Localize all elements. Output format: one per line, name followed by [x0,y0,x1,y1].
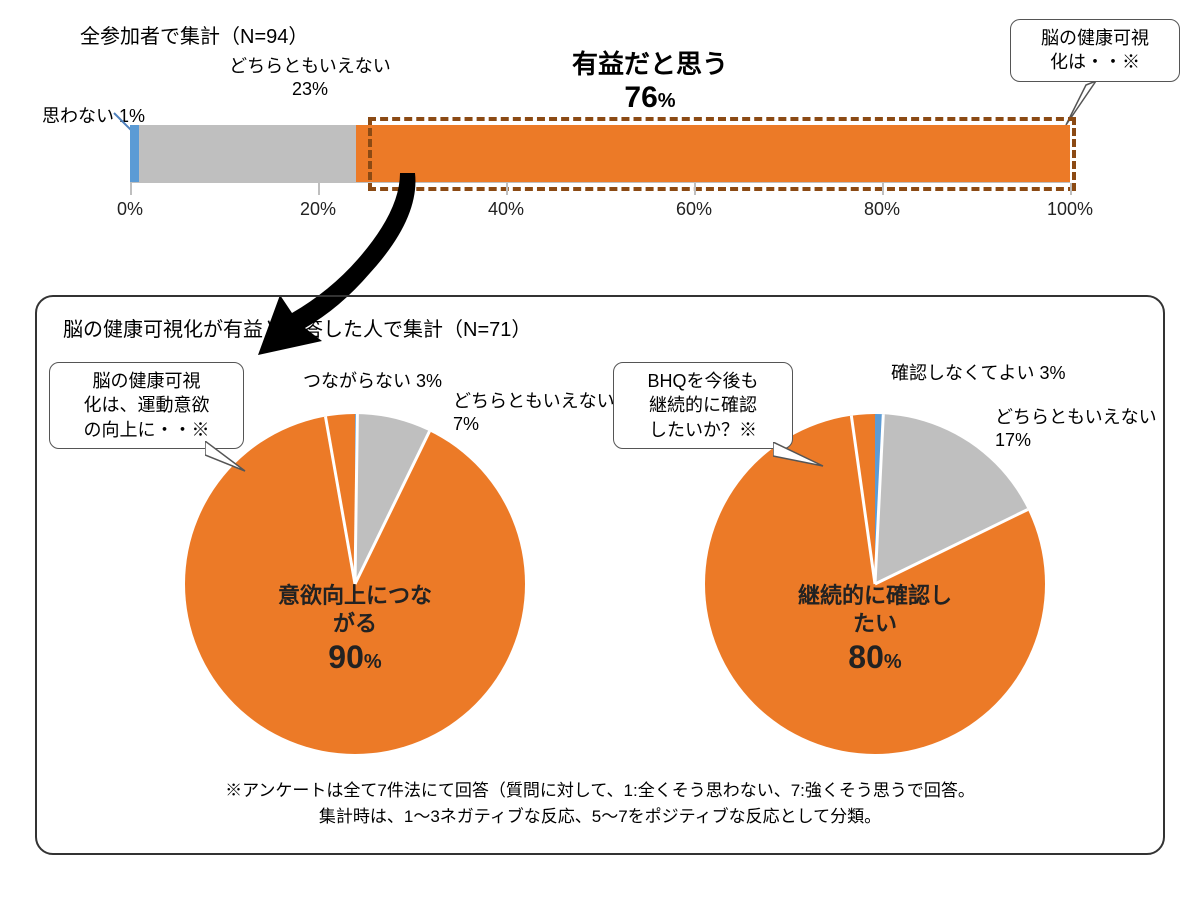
pie-motivation-label-neutral-l1: どちらともいえない [453,391,615,411]
pie-motivation-center: 意欲向上につながる 90% [270,582,440,677]
footnote: ※アンケートは全て7件法にて回答（質問に対して、1:全くそう思わない、7:強くそ… [55,778,1145,829]
tick [130,183,132,195]
pie-continue-callout-tail-icon [773,442,833,482]
pie-continue-center: 継続的に確認したい 80% [790,582,960,677]
bar-callout-line2: 化は・・※ [1050,52,1140,72]
bar-callout-line1: 脳の健康可視 [1041,28,1149,48]
pie-motivation-callout-tail-icon [205,441,255,481]
pie-motivation-callout-l3: の向上に・・※ [84,420,210,440]
pie-motivation-center-pct: % [364,651,382,673]
pie-continue-callout-l3: したいか？※ [649,420,757,440]
pie-continue-callout: BHQを今後も 継続的に確認 したいか？※ [613,362,793,449]
sub-panel: 脳の健康可視化が有益と回答した人で集計（N=71） 意欲向上につながる 90% … [35,295,1165,855]
pie-motivation-callout-l2: 化は、運動意欲 [84,395,210,415]
panel-title: 脳の健康可視化が有益と回答した人で集計（N=71） [63,313,1145,342]
pie-continue: 継続的に確認したい 80% [705,414,1045,754]
tick [506,183,508,195]
bar-seg-positive [356,125,1070,182]
bar-callout: 脳の健康可視 化は・・※ [1010,19,1180,82]
pie-motivation-center-value: 90 [328,639,364,675]
pie-continue-callout-l1: BHQを今後も [647,371,758,391]
bar-callout-tail-icon [1058,81,1098,131]
footnote-line1: ※アンケートは全て7件法にて回答（質問に対して、1:全くそう思わない、7:強くそ… [225,781,975,800]
bar-seg-negative [130,125,139,182]
pie-continue-center-value: 80 [848,639,884,675]
pie-continue-label-neutral: どちらともいえない 17% [995,406,1195,453]
tick-label: 100% [1047,199,1093,220]
bar-label-neutral: どちらともいえない 23% [200,55,420,102]
bar-label-positive-pct: % [658,90,676,112]
bar-label-positive-text: 有益だと思う [572,49,728,79]
pie-charts-area: 意欲向上につながる 90% 脳の健康可視 化は、運動意欲 の向上に・・※ つなが… [55,344,1145,774]
tick [1070,183,1072,195]
footnote-line2: 集計時は、1～3ネガティブな反応、5～7をポジティブな反応として分類。 [319,807,881,826]
bar-label-neutral-text: どちらともいえない [229,56,391,76]
pie-continue-center-pct: % [884,651,902,673]
pie-motivation-label-neutral-l2: 7% [453,414,479,434]
bar-label-neutral-pct: 23% [292,79,328,99]
tick-label: 0% [117,199,143,220]
pie-continue-label-no: 確認しなくてよい 3% [891,362,1065,385]
pie-motivation-callout: 脳の健康可視 化は、運動意欲 の向上に・・※ [49,362,244,449]
pie-motivation-callout-l1: 脳の健康可視 [93,371,201,391]
pie-continue-callout-l2: 継続的に確認 [649,395,757,415]
tick-label: 40% [488,199,524,220]
tick [882,183,884,195]
tick-label: 80% [864,199,900,220]
pie-motivation-label-no: つながらない 3% [303,370,442,393]
pie-continue-label-neutral-l2: 17% [995,430,1031,450]
bar-label-positive-value: 76 [624,81,657,114]
stacked-bar-chart: 思わない 1% どちらともいえない 23% 有益だと思う 76% 脳の健康可視 … [50,55,1150,285]
tick-label: 60% [676,199,712,220]
pie-motivation-center-text: 意欲向上につながる [278,583,432,636]
pie-continue-label-neutral-l1: どちらともいえない [995,407,1157,427]
tick [694,183,696,195]
bar-label-positive: 有益だと思う 76% [490,49,810,116]
pie-continue-center-text: 継続的に確認したい [798,583,952,636]
